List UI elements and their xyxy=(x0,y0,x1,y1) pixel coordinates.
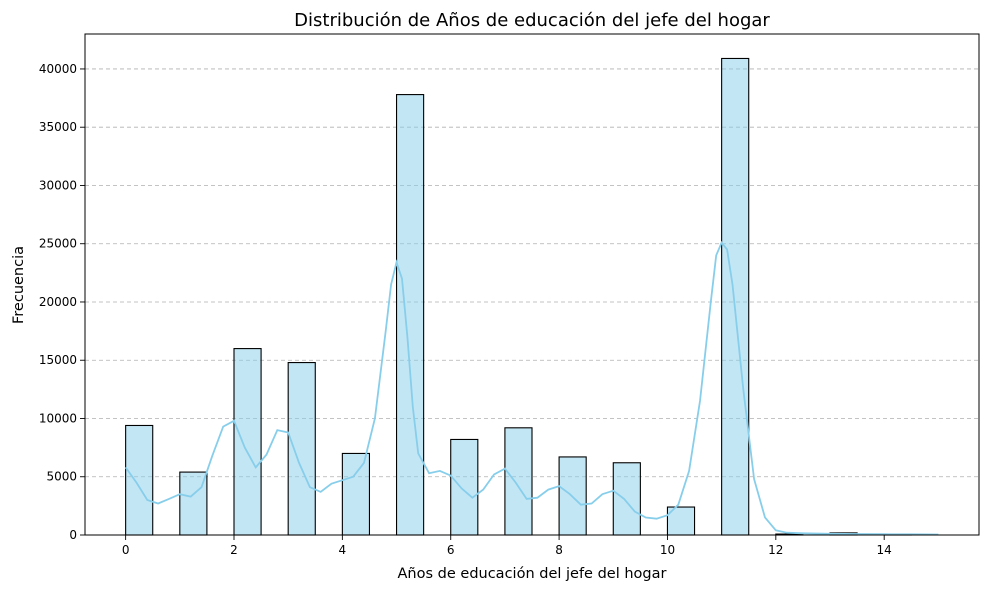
x-tick-label: 12 xyxy=(768,543,783,557)
y-axis-label: Frecuencia xyxy=(11,246,27,324)
plot-frame xyxy=(84,33,980,536)
x-tick-label: 2 xyxy=(230,543,238,557)
y-axis: 0 5000 10000 15000 20000 25000 30000 35000 40000 xyxy=(39,62,85,542)
x-tick-label: 10 xyxy=(660,543,675,557)
histogram-bar xyxy=(287,362,316,536)
histogram-bars xyxy=(125,57,912,536)
x-tick-label: 8 xyxy=(555,543,563,557)
histogram-bar xyxy=(612,462,641,536)
histogram-bar xyxy=(395,94,425,536)
y-tick-label: 20000 xyxy=(39,295,77,309)
y-tick-label: 0 xyxy=(69,528,77,542)
y-tick-label: 5000 xyxy=(46,470,77,484)
x-tick-label: 14 xyxy=(877,543,892,557)
y-tick-label: 10000 xyxy=(39,411,77,425)
gridlines xyxy=(85,68,979,478)
histogram-bar xyxy=(450,438,479,536)
y-tick-label: 25000 xyxy=(39,237,77,251)
histogram-bar xyxy=(721,57,750,536)
y-tick-label: 40000 xyxy=(39,62,77,76)
histogram-bar xyxy=(233,348,262,536)
y-tick-label: 30000 xyxy=(39,178,77,192)
y-tick-label: 15000 xyxy=(39,353,77,367)
histogram-bar xyxy=(179,471,208,536)
x-tick-label: 6 xyxy=(447,543,455,557)
x-axis: 0 2 4 6 8 10 12 14 xyxy=(122,535,892,557)
kde-curve xyxy=(124,240,939,536)
x-axis-label: Años de educación del jefe del hogar xyxy=(398,566,667,582)
x-tick-label: 4 xyxy=(339,543,347,557)
y-tick-label: 35000 xyxy=(39,120,77,134)
histogram-bar xyxy=(504,427,533,536)
chart-title: Distribución de Años de educación del je… xyxy=(294,10,770,31)
histogram-bar xyxy=(125,424,154,536)
histogram-bar xyxy=(341,452,371,536)
x-tick-label: 0 xyxy=(122,543,130,557)
